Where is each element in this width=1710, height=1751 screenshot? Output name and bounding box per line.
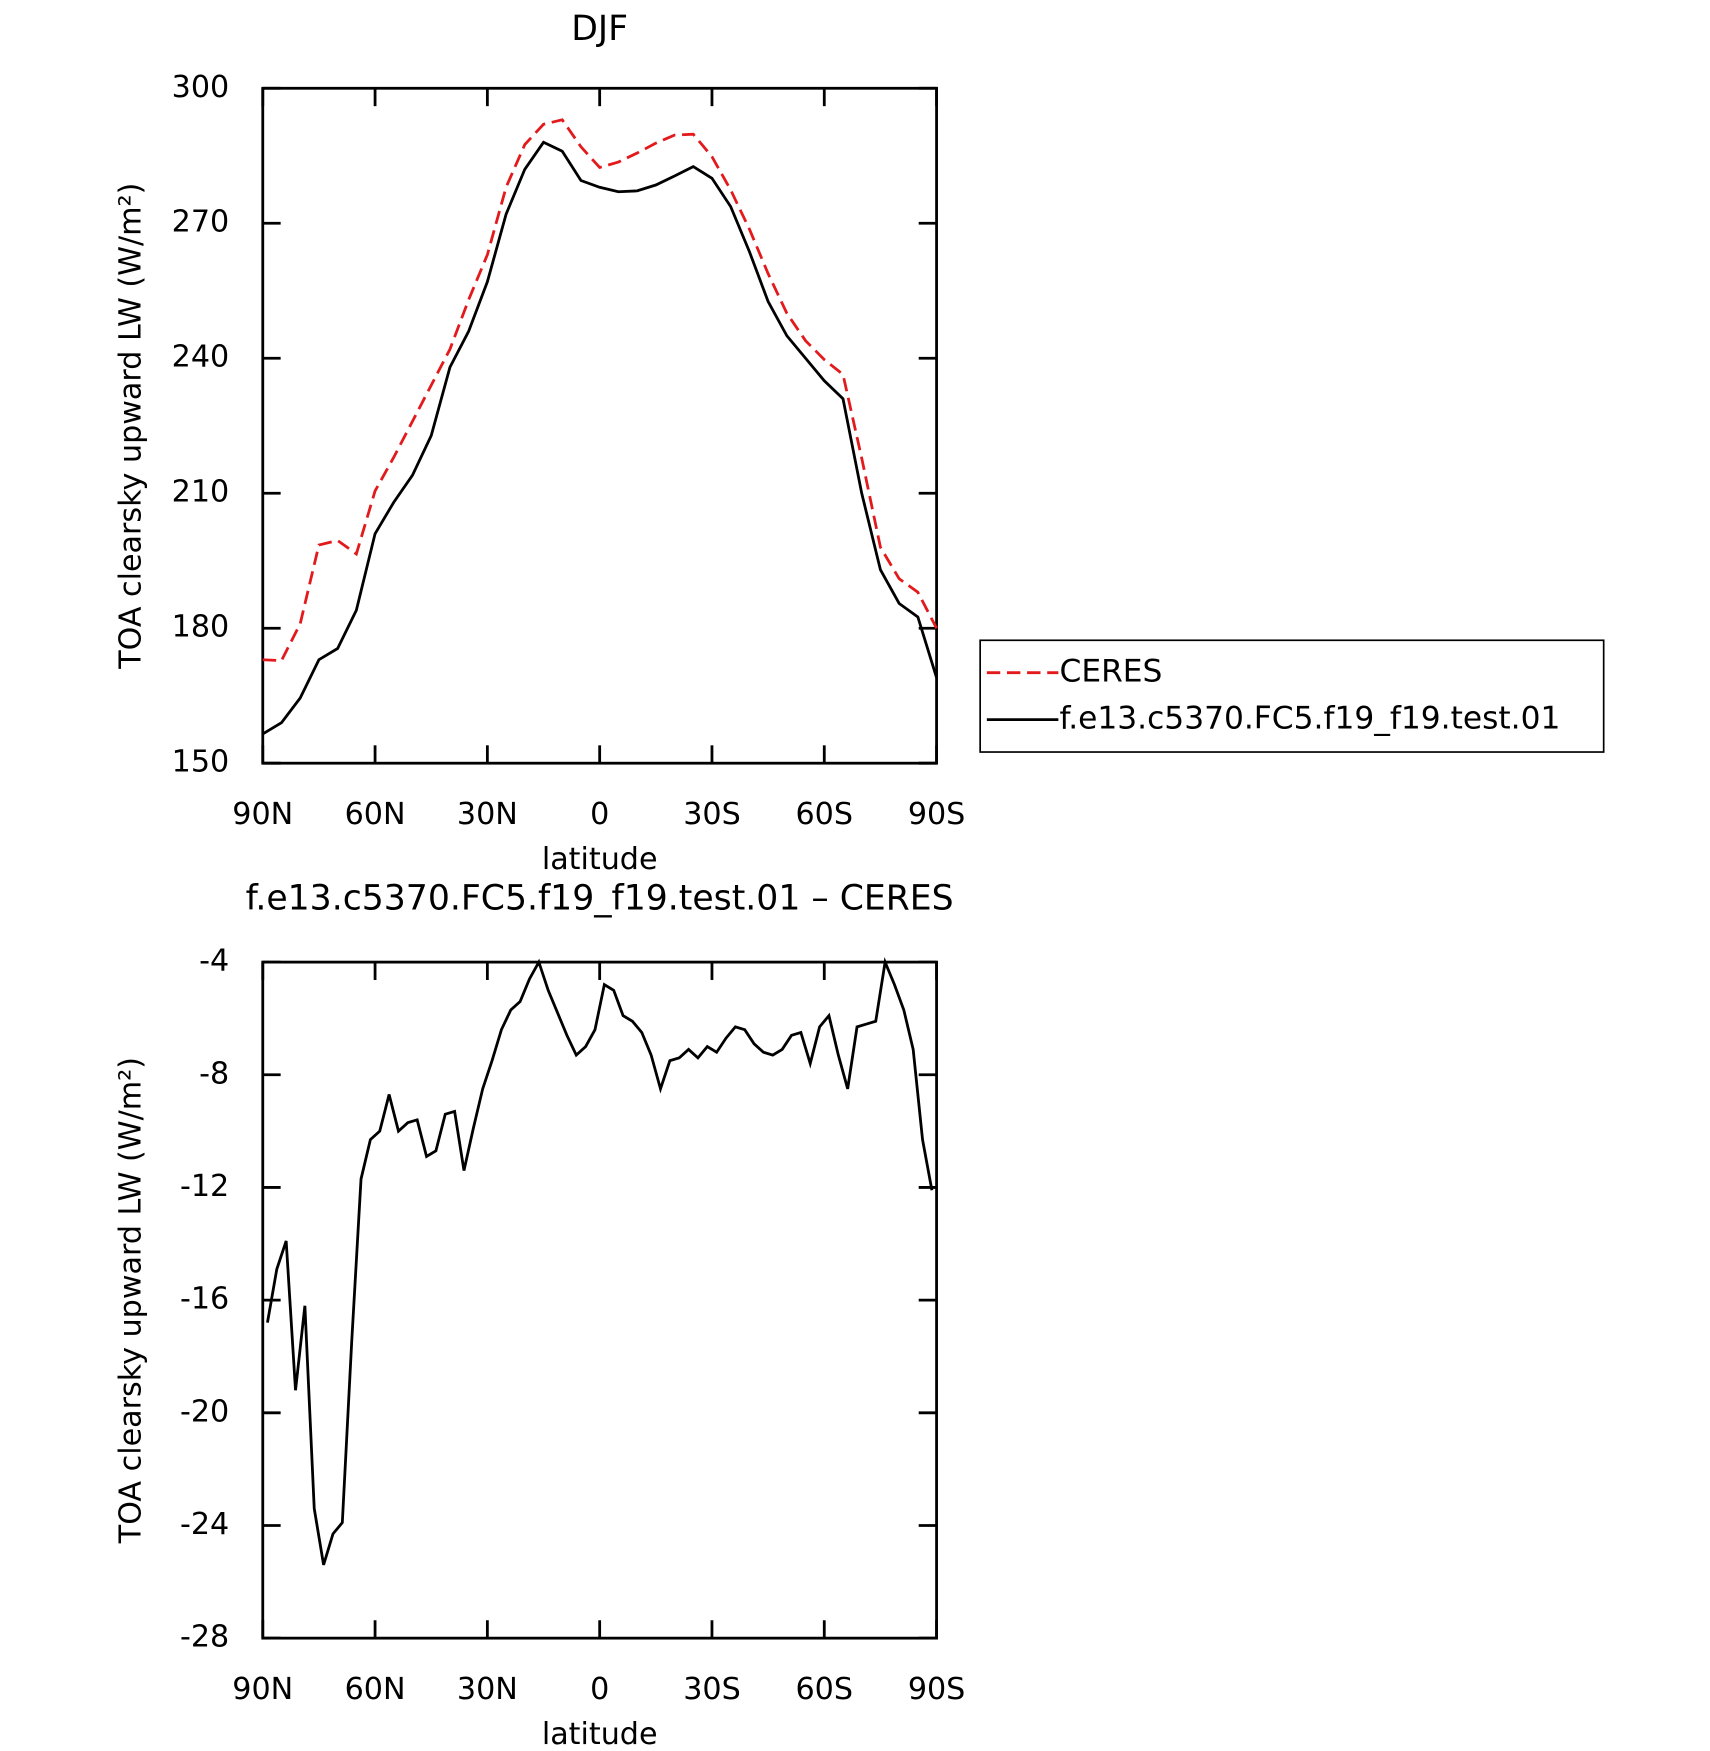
x-tick-label: 30S xyxy=(683,1672,741,1707)
legend-label: CERES xyxy=(1059,654,1162,690)
x-tick-label: 60S xyxy=(796,797,854,832)
chart-title: DJF xyxy=(571,9,628,49)
x-tick-label: 90S xyxy=(908,797,966,832)
x-tick-label: 60N xyxy=(345,797,406,832)
y-tick-label: 150 xyxy=(172,745,230,780)
x-tick-label: 90N xyxy=(232,1672,293,1707)
x-tick-label: 90N xyxy=(232,797,293,832)
x-tick-label: 30N xyxy=(457,797,518,832)
data-line xyxy=(266,956,934,1566)
legend-label: f.e13.c5370.FC5.f19_f19.test.01 xyxy=(1059,701,1560,737)
x-tick-label: 0 xyxy=(590,1672,609,1707)
y-axis-label: TOA clearsky upward LW (W/m²) xyxy=(114,1057,149,1544)
y-tick-label: -16 xyxy=(180,1282,229,1317)
x-axis-label: latitude xyxy=(542,1717,658,1751)
y-axis-label: TOA clearsky upward LW (W/m²) xyxy=(114,183,149,670)
plot-frame xyxy=(261,960,938,1640)
y-tick-label: 210 xyxy=(172,475,230,510)
y-tick-label: -12 xyxy=(180,1169,229,1204)
y-tick-label: -20 xyxy=(180,1394,229,1429)
data-line xyxy=(262,118,938,663)
y-tick-label: -8 xyxy=(199,1056,229,1091)
y-tick-label: 180 xyxy=(172,610,230,645)
y-tick-label: -28 xyxy=(180,1620,229,1655)
x-tick-label: 60S xyxy=(796,1672,854,1707)
legend-box xyxy=(979,639,1605,753)
y-tick-label: 240 xyxy=(172,340,230,375)
x-tick-label: 0 xyxy=(590,797,609,832)
x-axis-label: latitude xyxy=(542,842,658,877)
data-line xyxy=(262,140,938,736)
y-tick-label: -4 xyxy=(199,944,229,979)
y-tick-label: 300 xyxy=(172,70,230,105)
x-tick-label: 30N xyxy=(457,1672,518,1707)
plot-frame xyxy=(261,86,938,765)
y-tick-label: 270 xyxy=(172,205,230,240)
chart-title: f.e13.c5370.FC5.f19_f19.test.01 – CERES xyxy=(246,879,954,919)
x-tick-label: 30S xyxy=(683,797,741,832)
x-tick-label: 90S xyxy=(908,1672,966,1707)
y-tick-label: -24 xyxy=(180,1507,229,1542)
x-tick-label: 60N xyxy=(345,1672,406,1707)
